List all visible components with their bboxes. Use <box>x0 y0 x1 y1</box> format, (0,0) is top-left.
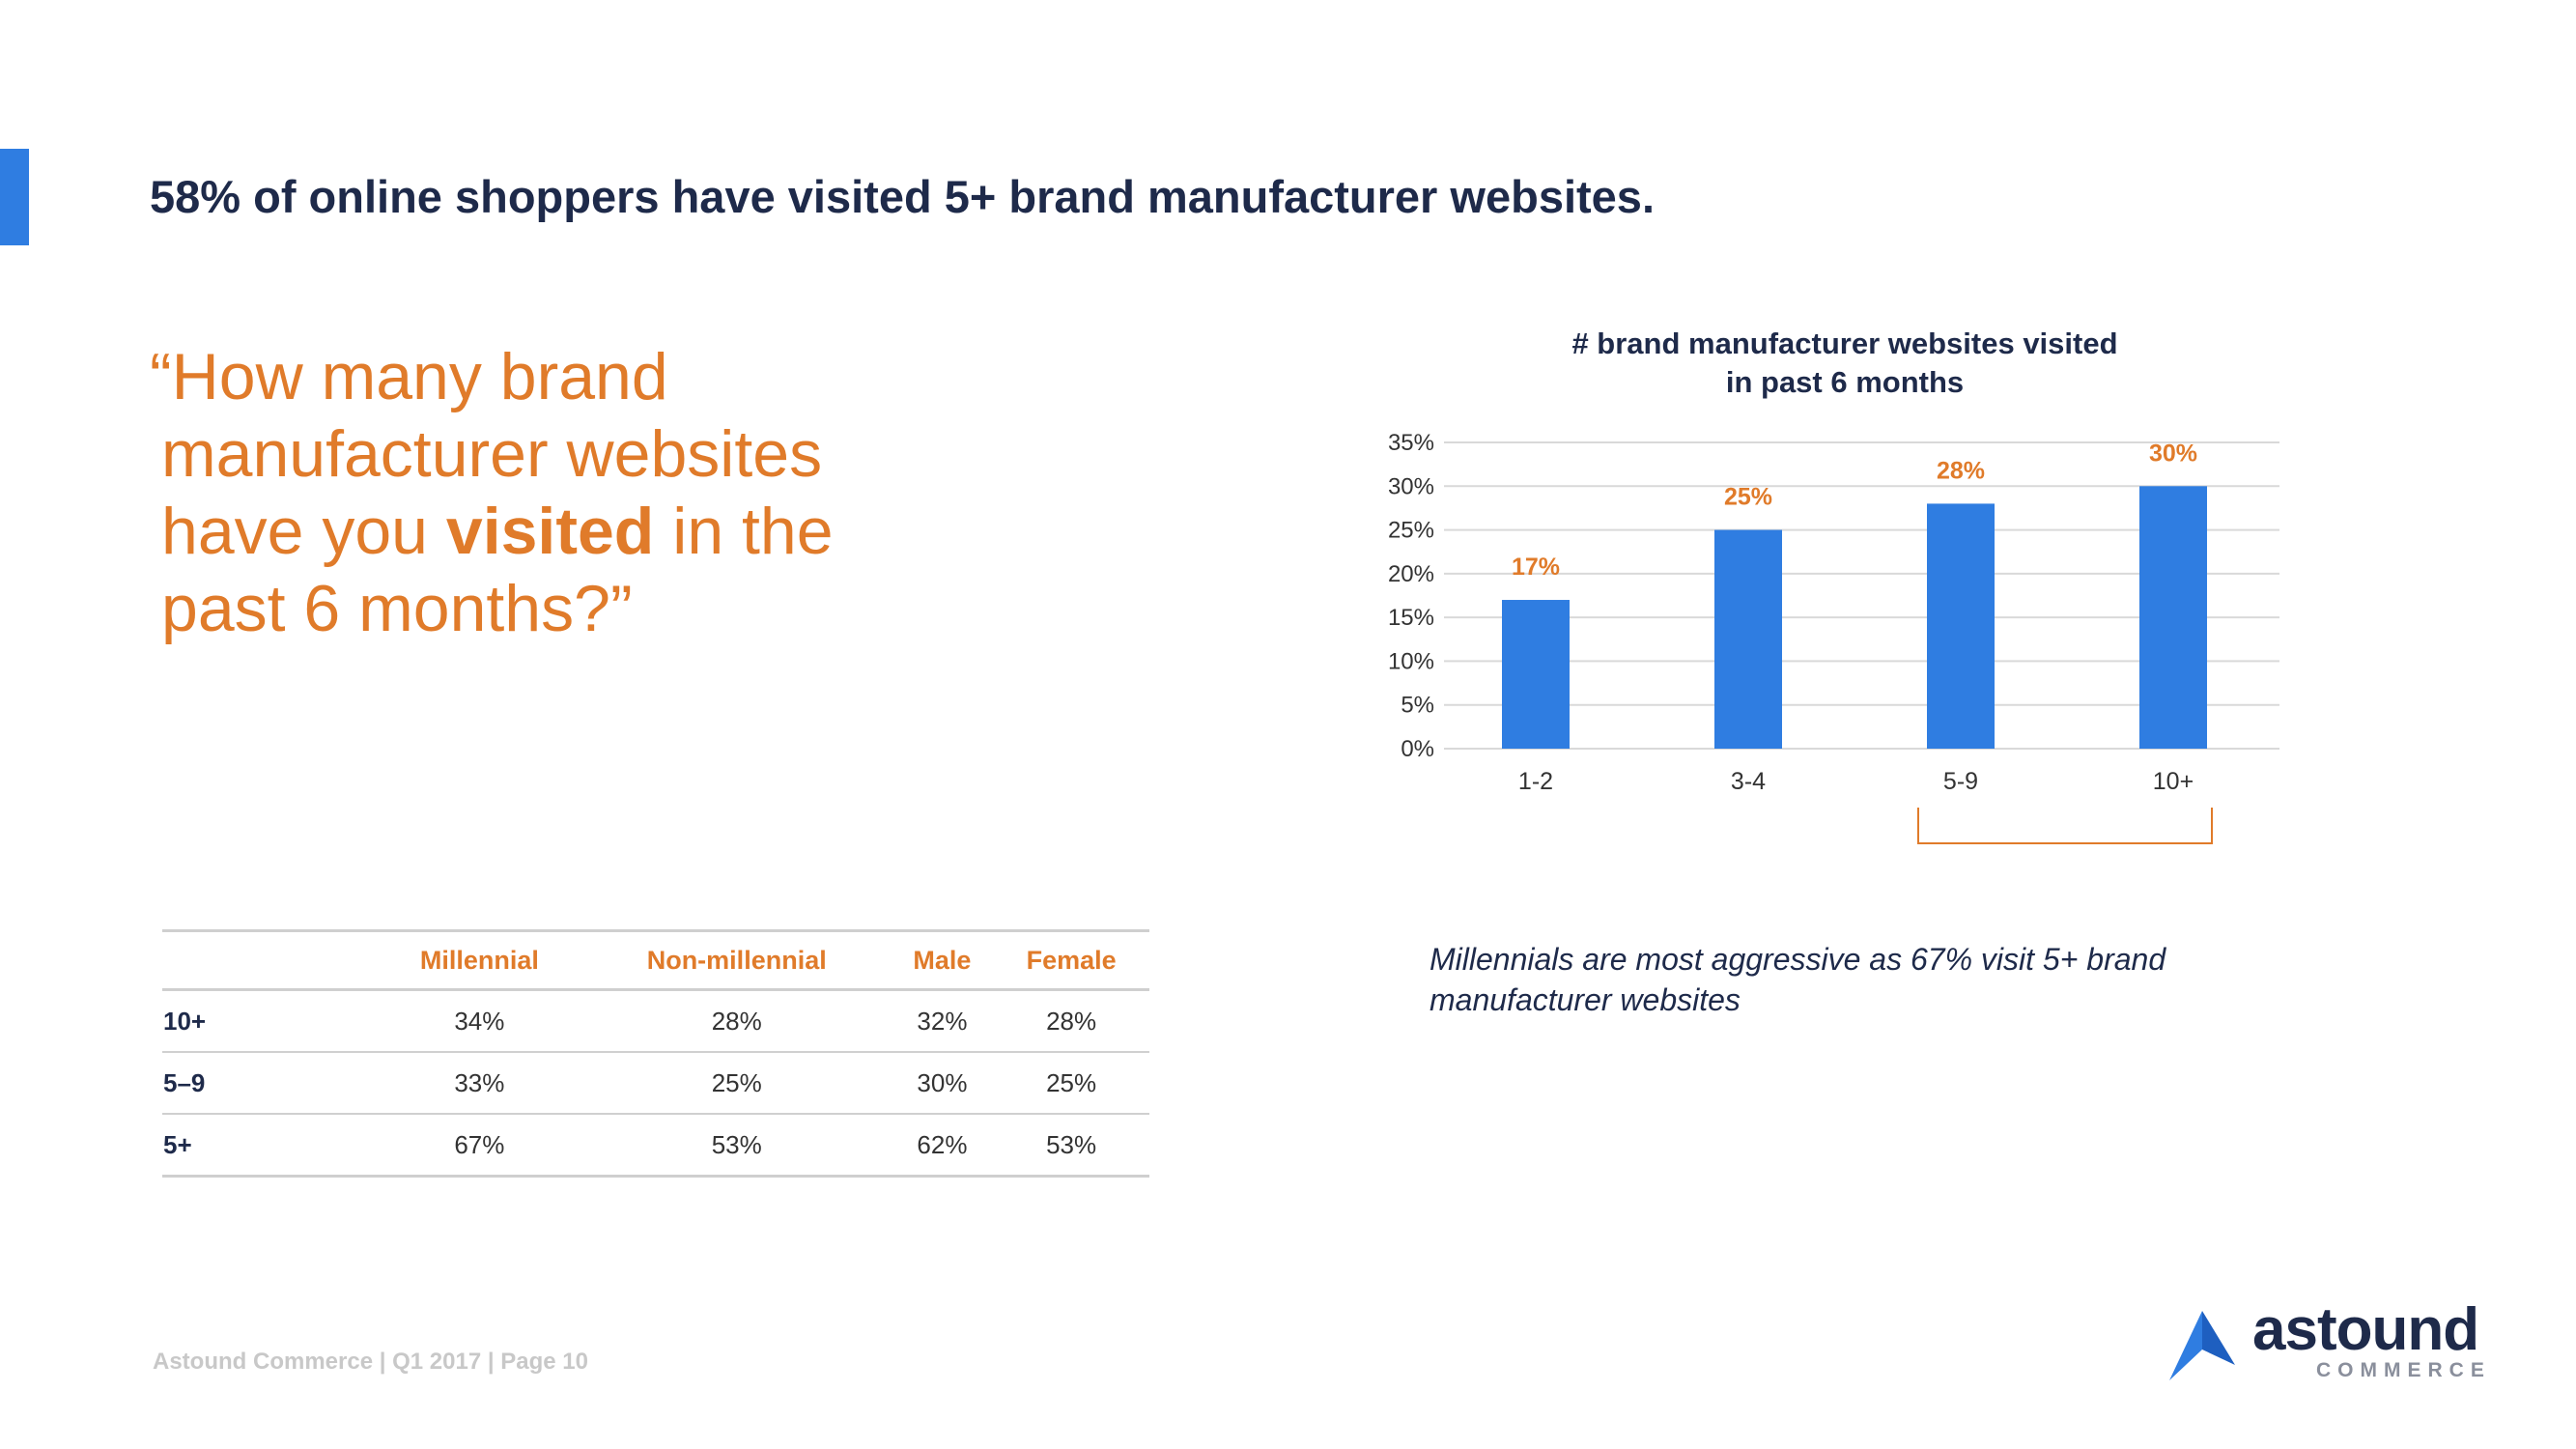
header-millennial: Millennial <box>377 929 582 991</box>
bar <box>1714 529 1782 749</box>
header-blank <box>162 929 377 991</box>
table-cell: 33% <box>377 1052 582 1115</box>
table-header-row: Millennial Non-millennial Male Female <box>162 929 1149 991</box>
question-line-3: have you visited in the <box>150 493 922 570</box>
question-line-2: manufacturer websites <box>161 417 823 491</box>
row-label: 5+ <box>162 1114 377 1178</box>
table-cell: 28% <box>581 989 892 1053</box>
footer-text: Astound Commerce | Q1 2017 | Page 10 <box>153 1349 588 1375</box>
five-plus-bracket <box>1917 808 2213 844</box>
bar <box>1927 503 1995 749</box>
table-cell: 53% <box>581 1114 892 1178</box>
survey-question: “How many brand manufacturer websites ha… <box>150 338 922 647</box>
slide-title: 58% of online shoppers have visited 5+ b… <box>150 171 1655 222</box>
table-row: 5+ 67% 53% 62% 53% <box>162 1114 1149 1178</box>
y-tick-label: 5% <box>1401 693 1434 719</box>
data-label: 17% <box>1512 554 1560 581</box>
row-label: 5–9 <box>162 1052 377 1115</box>
data-label: 30% <box>2149 440 2197 467</box>
header-female: Female <box>993 929 1149 991</box>
bar <box>2139 486 2207 749</box>
logo-mark-icon <box>2169 1311 2235 1380</box>
chart-title: # brand manufacturer websites visited in… <box>1468 325 2222 402</box>
y-tick-label: 30% <box>1388 473 1434 499</box>
table-cell: 62% <box>891 1114 994 1178</box>
question-line-1: “How many brand <box>150 340 668 413</box>
table-cell: 28% <box>993 989 1149 1053</box>
bar <box>1502 600 1570 749</box>
y-tick-label: 0% <box>1401 736 1434 762</box>
question-line-3-post: in the <box>654 495 834 568</box>
logo-wordmark: astound <box>2252 1296 2479 1363</box>
y-tick-label: 15% <box>1388 605 1434 631</box>
row-label: 10+ <box>162 989 377 1053</box>
header-male: Male <box>891 929 994 991</box>
x-tick-label: 3-4 <box>1731 768 1766 795</box>
x-tick-label: 1-2 <box>1518 768 1553 795</box>
table-cell: 32% <box>891 989 994 1053</box>
table-cell: 34% <box>377 989 582 1053</box>
table-row: 10+ 34% 28% 32% 28% <box>162 989 1149 1053</box>
x-tick-label: 10+ <box>2153 768 2194 795</box>
question-line-3-pre: have you <box>161 495 446 568</box>
table-cell: 25% <box>581 1052 892 1115</box>
y-tick-label: 10% <box>1388 648 1434 674</box>
insight-text: Millennials are most aggressive as 67% v… <box>1430 942 2166 1017</box>
table-row: 5–9 33% 25% 30% 25% <box>162 1052 1149 1115</box>
logo-subtext: COMMERCE <box>2316 1359 2491 1381</box>
table-cell: 53% <box>993 1114 1149 1178</box>
demographic-table: Millennial Non-millennial Male Female 10… <box>162 929 1149 1178</box>
chart-title-line-1: # brand manufacturer websites visited <box>1571 327 2118 360</box>
y-tick-label: 20% <box>1388 561 1434 587</box>
x-tick-label: 5-9 <box>1943 768 1978 795</box>
y-tick-label: 25% <box>1388 518 1434 544</box>
header-non-millennial: Non-millennial <box>581 929 892 991</box>
question-emphasis: visited <box>445 495 655 568</box>
table-cell: 67% <box>377 1114 582 1178</box>
y-tick-label: 35% <box>1388 430 1434 456</box>
table-cell: 30% <box>891 1052 994 1115</box>
accent-bar <box>0 149 29 245</box>
table-cell: 25% <box>993 1052 1149 1115</box>
astound-logo: astound COMMERCE <box>2164 1296 2484 1386</box>
bar-chart: 0% 5% 10% 15% 20% 25% 30% 35% 17% 1-2 25% 3-4 28% 5-9… <box>1388 430 2279 795</box>
data-label: 25% <box>1724 484 1772 511</box>
question-line-4: past 6 months?” <box>161 572 633 645</box>
data-label: 28% <box>1937 457 1985 484</box>
chart-title-line-2: in past 6 months <box>1725 365 1965 399</box>
